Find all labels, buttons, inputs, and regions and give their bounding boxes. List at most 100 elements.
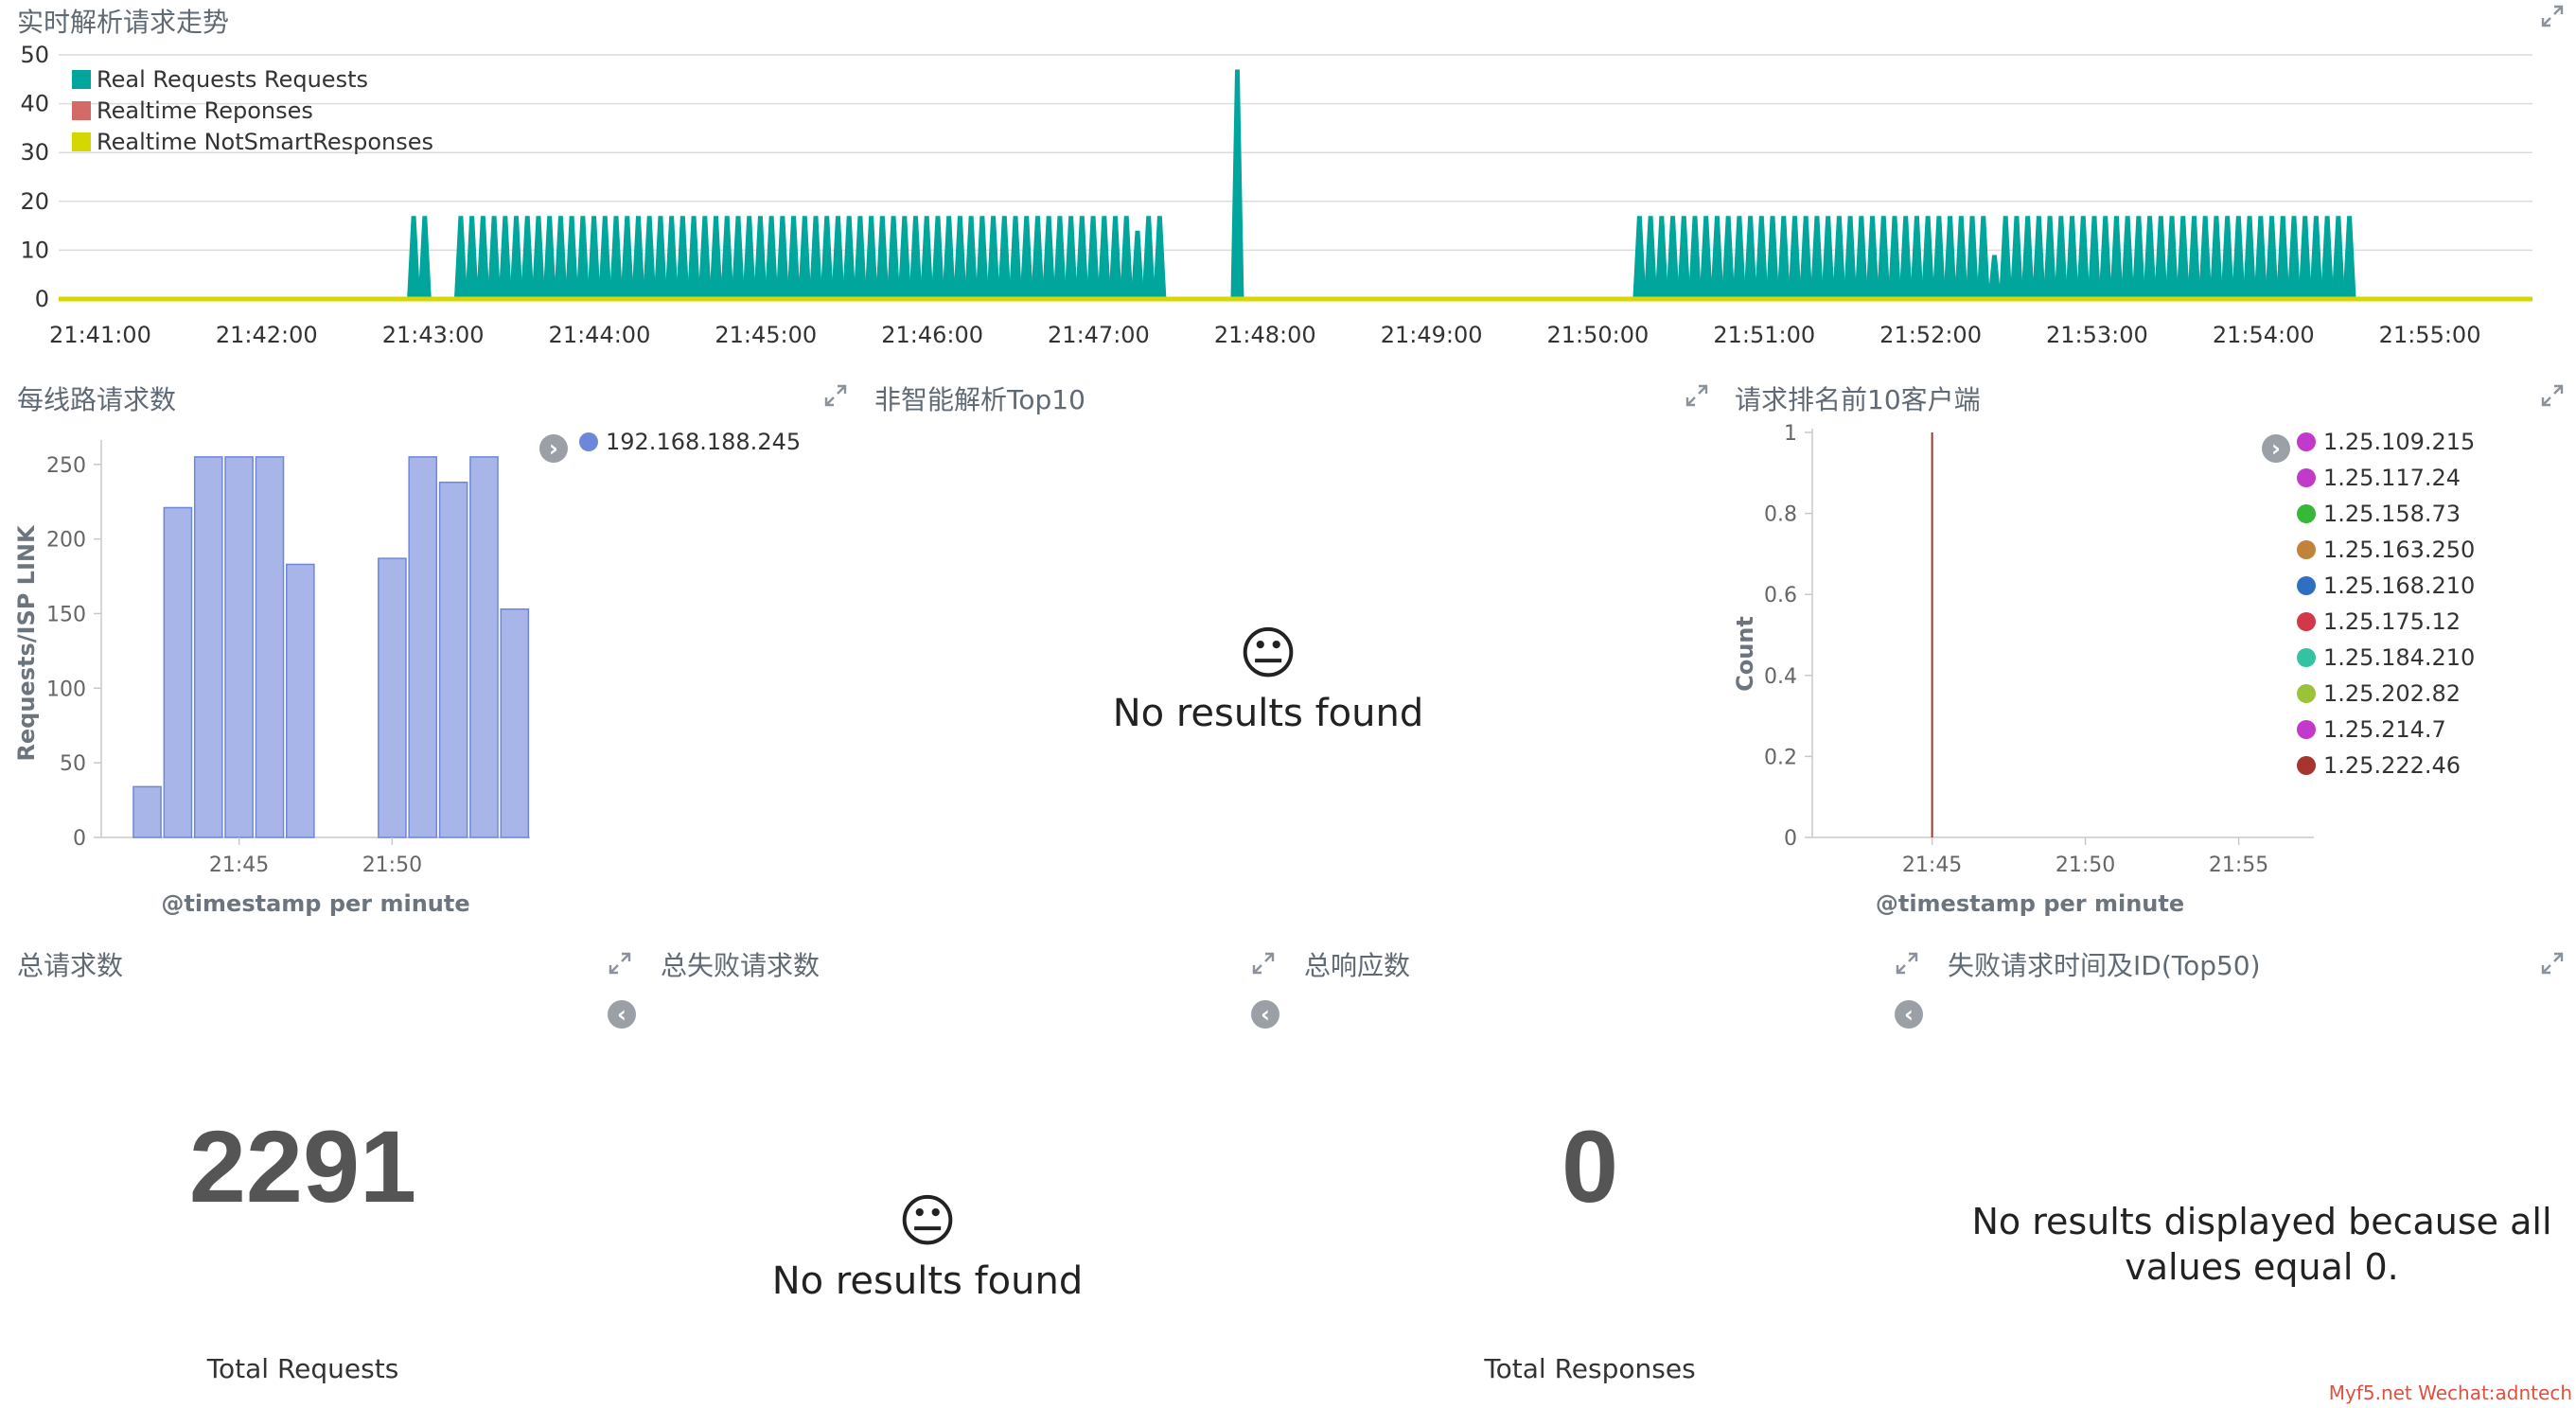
legend-label: 1.25.214.7 <box>2323 716 2446 743</box>
trend-spike <box>1966 216 1980 299</box>
metric-value: 0 <box>1561 1109 1619 1223</box>
trend-spike <box>687 216 701 299</box>
trend-spike <box>1732 216 1746 299</box>
x-tick-label: 21:42:00 <box>216 322 318 348</box>
total-failed-expand-icon[interactable] <box>1251 951 1276 976</box>
trend-spike <box>2165 216 2179 299</box>
x-tick-label: 21:50 <box>2056 854 2115 877</box>
y-tick-label: 50 <box>20 42 49 68</box>
total-failed-panel-title: 总失败请求数 <box>661 950 820 981</box>
total-requests-panel: 总请求数 2291 Total Requests <box>0 942 644 1408</box>
trend-spike <box>2043 216 2057 299</box>
client-legend-item[interactable]: 1.25.175.12 <box>2297 608 2461 635</box>
client-legend-item[interactable]: 1.25.158.73 <box>2297 501 2461 527</box>
empty-message: No results found <box>1112 692 1424 735</box>
y-tick-label: 10 <box>20 237 49 263</box>
y-tick-label: 0.6 <box>1764 584 1797 607</box>
trend-spike <box>975 216 989 299</box>
y-tick-label: 0 <box>1784 827 1797 851</box>
x-tick-label: 21:51:00 <box>1713 322 1815 348</box>
bar <box>408 456 438 838</box>
trend-spike <box>1809 216 1824 299</box>
trend-expand-icon[interactable] <box>2540 4 2565 28</box>
client-legend-item[interactable]: 1.25.222.46 <box>2297 752 2461 779</box>
trend-spike <box>407 216 421 299</box>
x-tick-label: 21:55:00 <box>2379 322 2481 348</box>
trend-spike <box>1999 216 2013 299</box>
bar <box>224 456 254 838</box>
x-tick-label: 21:54:00 <box>2213 322 2315 348</box>
client-legend-item[interactable]: 1.25.109.215 <box>2297 429 2475 455</box>
trend-legend-item[interactable]: Realtime Reponses <box>72 97 313 124</box>
trend-spike <box>2143 216 2157 299</box>
trend-spike <box>1954 216 1968 299</box>
trend-spike <box>2020 216 2035 299</box>
total-responses-label-wrap: Total Responses <box>1287 1353 1893 1384</box>
total-requests-expand-icon[interactable] <box>608 951 632 976</box>
trend-spike <box>997 216 1012 299</box>
trend-spike <box>798 216 812 299</box>
client-legend-item[interactable]: 1.25.168.210 <box>2297 572 2475 599</box>
failed-time-empty-message: No results displayed because all values … <box>1971 1201 2552 1288</box>
legend-dot <box>2297 540 2316 559</box>
total-requests-metric: 2291 <box>0 1107 606 1225</box>
trend-spike <box>1097 216 1111 299</box>
y-tick-label: 200 <box>46 529 86 553</box>
x-axis-label: @timestamp per minute <box>1876 890 2184 917</box>
x-axis-label: @timestamp per minute <box>161 890 469 917</box>
trend-panel-title: 实时解析请求走势 <box>17 7 230 38</box>
legend-swatch <box>72 70 91 89</box>
legend-swatch <box>72 132 91 151</box>
per-line-expand-icon[interactable] <box>823 383 848 408</box>
trend-spike <box>1788 216 1802 299</box>
trend-spike <box>1632 216 1647 299</box>
client-legend-item[interactable]: 1.25.202.82 <box>2297 680 2461 707</box>
legend-dot <box>579 432 598 451</box>
legend-toggle-chevron-left-icon[interactable]: ‹ <box>608 1000 636 1029</box>
legend-label: 1.25.168.210 <box>2323 572 2476 599</box>
client-legend-item[interactable]: 1.25.214.7 <box>2297 716 2446 743</box>
client-legend-item[interactable]: 1.25.117.24 <box>2297 465 2461 491</box>
y-tick-label: 100 <box>46 678 86 701</box>
legend-toggle-chevron-left-icon[interactable]: ‹ <box>1895 1000 1923 1029</box>
total-responses-expand-icon[interactable] <box>1895 951 1919 976</box>
total-failed-panel: 总失败请求数 ‹ 😐 No results found <box>608 942 1287 1408</box>
client-legend-item[interactable]: 1.25.163.250 <box>2297 537 2475 563</box>
legend-dot <box>2297 576 2316 595</box>
trend-spike <box>2154 216 2168 299</box>
trend-legend-item[interactable]: Realtime NotSmartResponses <box>72 129 433 155</box>
per-line-legend-item[interactable]: 192.168.188.245 <box>579 429 801 455</box>
trend-spike <box>2320 216 2335 299</box>
trend-spike <box>909 216 923 299</box>
trend-spike <box>2131 216 2145 299</box>
legend-label: 1.25.175.12 <box>2323 608 2461 635</box>
top-clients-chart: 0 0.2 0.4 0.6 0.8 1 21:45 21:50 21:55 @timestamp … <box>1732 422 2314 917</box>
legend-toggle-chevron-right-icon[interactable]: › <box>2262 434 2290 463</box>
x-tick-label: 21:43:00 <box>382 322 485 348</box>
legend-toggle-chevron-right-icon[interactable]: › <box>539 434 568 463</box>
trend-spike <box>897 216 911 299</box>
trend-spike <box>1108 216 1122 299</box>
not-smart-panel: 非智能解析Top10 😐 No results found <box>861 374 1713 932</box>
x-tick-label: 21:44:00 <box>549 322 651 348</box>
trend-spike <box>2309 216 2323 299</box>
watermark: Myf5.net Wechat:adntech <box>2328 1382 2572 1404</box>
trend-spike <box>542 216 556 299</box>
trend-spike <box>1710 216 1724 299</box>
trend-spike <box>1799 216 1813 299</box>
trend-spike <box>1854 216 1868 299</box>
top-clients-expand-icon[interactable] <box>2540 383 2565 408</box>
trend-spike <box>575 216 590 299</box>
trend-spike <box>565 216 579 299</box>
trend-spike <box>887 216 901 299</box>
client-legend-item[interactable]: 1.25.184.210 <box>2297 644 2475 671</box>
failed-time-expand-icon[interactable] <box>2540 951 2565 976</box>
trend-spike <box>775 216 789 299</box>
trend-spike <box>1677 216 1691 299</box>
trend-spike <box>1687 216 1702 299</box>
y-axis-label: Count <box>1732 616 1758 692</box>
not-smart-expand-icon[interactable] <box>1685 383 1709 408</box>
bar <box>500 607 530 838</box>
trend-legend-item[interactable]: Real Requests Requests <box>72 66 368 93</box>
legend-toggle-chevron-left-icon[interactable]: ‹ <box>1251 1000 1279 1029</box>
